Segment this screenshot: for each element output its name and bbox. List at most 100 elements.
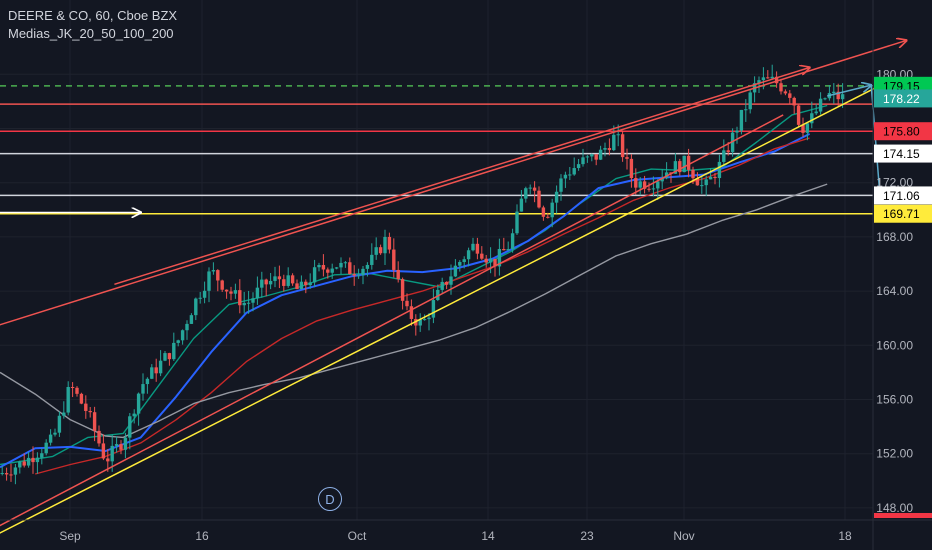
candle-body xyxy=(70,386,75,388)
candle-body xyxy=(229,291,233,294)
candle-body xyxy=(330,268,334,273)
candle-body xyxy=(717,161,722,179)
candle-body xyxy=(123,437,128,450)
candle-body xyxy=(554,191,559,203)
price-badge xyxy=(874,204,932,223)
candle-body xyxy=(198,297,202,299)
candle-body xyxy=(172,342,176,360)
moving-average-ma50 xyxy=(0,133,811,469)
candle-body xyxy=(356,275,361,277)
candle-body xyxy=(774,76,779,84)
candle-body xyxy=(75,387,79,394)
trend-line-channel-upper-outer[interactable] xyxy=(0,40,906,338)
candle-body xyxy=(563,174,568,179)
trend-line-support-line[interactable] xyxy=(0,81,889,550)
candle-body xyxy=(620,134,625,158)
candle-body xyxy=(180,330,185,341)
candle-body xyxy=(418,319,422,326)
candle-body xyxy=(224,289,229,292)
candle-body xyxy=(449,276,453,285)
candle-body xyxy=(53,432,57,435)
trend-line-forecast-up[interactable] xyxy=(827,85,871,97)
candle-body xyxy=(114,444,119,446)
candle-body xyxy=(233,290,238,294)
candle-body xyxy=(770,76,774,79)
candle-body xyxy=(163,353,167,361)
price-badge-label: 174.15 xyxy=(883,147,920,161)
candle-body xyxy=(836,91,840,100)
x-tick-label: Sep xyxy=(59,529,81,543)
price-badge xyxy=(874,186,932,205)
candle-body xyxy=(607,148,612,151)
candle-body xyxy=(277,276,282,280)
candle-body xyxy=(497,249,502,267)
x-tick-label: 23 xyxy=(580,529,594,543)
candle-body xyxy=(242,302,246,306)
symbol-title[interactable]: DEERE & CO, 60, Cboe BZX xyxy=(8,8,178,23)
time-axis[interactable]: Sep 16 Oct 14 23 Nov 18 xyxy=(0,519,932,543)
candle-body xyxy=(726,150,730,152)
candle-body xyxy=(735,130,739,133)
candle-body xyxy=(106,458,110,462)
dividend-event-badge[interactable]: D xyxy=(318,487,342,511)
candle-body xyxy=(788,93,792,98)
candle-body xyxy=(383,236,387,254)
trend-lines[interactable] xyxy=(0,40,906,550)
candle-body xyxy=(88,410,92,413)
price-badge xyxy=(874,144,932,163)
candle-body xyxy=(352,274,356,276)
candle-body xyxy=(141,384,145,394)
candle-body xyxy=(387,236,392,250)
candle-body xyxy=(365,264,370,269)
candle-body xyxy=(603,148,607,150)
candle-body xyxy=(810,113,814,124)
candle-body xyxy=(396,269,400,280)
candle-body xyxy=(189,315,194,324)
candle-body xyxy=(444,281,449,285)
candle-body xyxy=(4,473,9,475)
axis-red-marker xyxy=(874,513,932,518)
candle-body xyxy=(211,270,216,272)
candle-body xyxy=(739,109,744,131)
candle-body xyxy=(651,188,656,190)
candle-body xyxy=(84,403,88,411)
candle-body xyxy=(546,216,550,218)
candle-body xyxy=(409,306,414,319)
trend-line-channel-lower[interactable] xyxy=(0,114,784,549)
candle-body xyxy=(832,91,836,94)
candle-body xyxy=(35,457,40,463)
y-tick-label: 148.00 xyxy=(876,501,913,515)
candles xyxy=(0,64,845,485)
candle-body xyxy=(761,77,766,81)
candle-body xyxy=(568,174,572,176)
candle-body xyxy=(136,393,141,414)
moving-average-ma20 xyxy=(0,104,828,466)
candle-body xyxy=(392,249,396,270)
candle-body xyxy=(493,258,497,267)
candle-body xyxy=(431,300,436,318)
trend-line-channel-upper-inner[interactable] xyxy=(114,68,809,286)
candle-body xyxy=(308,282,312,286)
candle-body xyxy=(541,207,546,217)
candle-body xyxy=(656,181,660,189)
moving-average-ma100 xyxy=(35,137,810,475)
x-tick-label: Nov xyxy=(673,529,694,543)
candle-body xyxy=(805,123,810,133)
candle-body xyxy=(462,259,466,263)
candle-body xyxy=(295,283,299,289)
indicator-title[interactable]: Medias_JK_20_50_100_200 xyxy=(8,26,174,41)
candle-body xyxy=(48,434,53,443)
x-tick-label: 18 xyxy=(838,529,852,543)
moving-average-ma200 xyxy=(0,183,828,439)
candle-body xyxy=(502,249,506,251)
candle-body xyxy=(506,249,510,251)
candle-body xyxy=(361,268,365,276)
candle-body xyxy=(625,157,629,159)
candle-body xyxy=(405,300,409,307)
candle-body xyxy=(26,457,31,466)
candle-body xyxy=(216,270,220,281)
candle-body xyxy=(440,281,444,290)
candle-body xyxy=(79,393,84,404)
candle-body xyxy=(466,250,471,260)
